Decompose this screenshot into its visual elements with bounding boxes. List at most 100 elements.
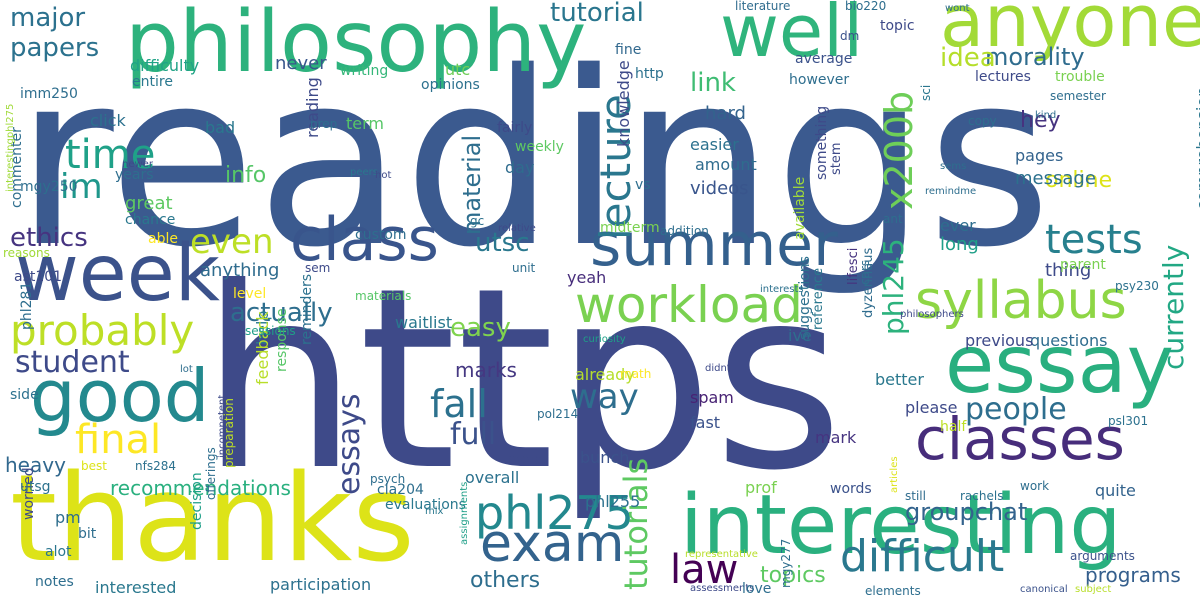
cloud-word-sem: sem xyxy=(305,261,331,275)
cloud-word-prof: prof xyxy=(745,478,777,497)
cloud-word-http: http xyxy=(635,66,664,82)
cloud-word-lectures: lectures xyxy=(975,69,1031,85)
cloud-word-phl245: phl245 xyxy=(877,238,910,335)
cloud-word-summer: summer xyxy=(590,210,838,280)
cloud-word-math: math xyxy=(620,367,652,381)
cloud-word-videos: videos xyxy=(690,178,749,199)
cloud-word-online: online xyxy=(1045,168,1113,193)
cloud-word-still: still xyxy=(905,489,926,503)
cloud-word-good: good xyxy=(30,354,210,438)
cloud-word-level: level xyxy=(233,286,267,302)
cloud-word-bunch: bunch xyxy=(580,448,630,467)
cloud-word-tutorial: tutorial xyxy=(550,0,644,28)
cloud-word-interested: interested xyxy=(95,578,177,597)
cloud-word-phl255: phl255 xyxy=(585,492,641,511)
cloud-word-papers: papers xyxy=(10,33,100,63)
cloud-word-ive: ive xyxy=(788,326,812,345)
cloud-word-sci: sci xyxy=(919,84,933,101)
cloud-word-utsc: utsc xyxy=(475,228,530,258)
cloud-word-sessions: sessions xyxy=(245,324,296,338)
cloud-word-topics: topics xyxy=(760,563,826,588)
cloud-word-hey: hey xyxy=(1020,108,1061,133)
cloud-word-stem: stem xyxy=(829,142,844,175)
cloud-word-words: words xyxy=(830,481,872,497)
cloud-word-quite: quite xyxy=(1095,481,1136,500)
cloud-word-nfs284: nfs284 xyxy=(135,459,176,473)
cloud-word-something: something xyxy=(814,105,830,180)
cloud-word-imm250: imm250 xyxy=(20,86,78,102)
cloud-word-mgy277: mgy277 xyxy=(779,538,793,588)
cloud-word-student: student xyxy=(15,345,130,380)
cloud-word-anyone: anyone xyxy=(940,0,1200,63)
cloud-word-pm: pm xyxy=(55,508,81,527)
cloud-word-incompetent: incompetent xyxy=(217,394,228,458)
cloud-word-vs: vs xyxy=(635,177,651,193)
cloud-word-pages: pages xyxy=(1015,146,1064,165)
cloud-word-fairly: fairly xyxy=(497,120,533,136)
cloud-word-addition: addition xyxy=(660,224,709,238)
cloud-word-feedback: feedback xyxy=(253,311,272,386)
cloud-word-yeah: yeah xyxy=(567,268,607,287)
cloud-word-never: never xyxy=(275,53,327,74)
cloud-word-message: message xyxy=(1015,168,1096,189)
cloud-word-hard: hard xyxy=(705,103,746,124)
cloud-word-ast101: ast101 xyxy=(14,269,63,285)
cloud-word-anything: anything xyxy=(200,260,280,281)
cloud-word-rachels: rachels xyxy=(960,489,1004,503)
cloud-word-trouble: trouble xyxy=(1055,69,1105,85)
cloud-word-cla204: cla204 xyxy=(377,482,424,498)
cloud-word-exam: exam xyxy=(480,514,625,574)
cloud-word-unit: unit xyxy=(512,261,536,275)
cloud-word-half: half xyxy=(940,419,967,435)
cloud-word-however: however xyxy=(789,72,850,88)
cloud-word-questions: questions xyxy=(1030,331,1108,350)
cloud-word-programs: programs xyxy=(1085,563,1181,587)
cloud-word-way: way xyxy=(570,377,639,417)
cloud-word-previous: previous xyxy=(965,331,1034,350)
cloud-word-great: great xyxy=(125,193,173,214)
cloud-word-love: love xyxy=(742,581,772,597)
cloud-word-hot: hot xyxy=(375,170,392,181)
cloud-word-already: already xyxy=(575,365,635,384)
cloud-word-response: response xyxy=(274,308,290,372)
cloud-word-moral: moral xyxy=(507,452,548,468)
cloud-word-interestingphl275: interestingphl275 xyxy=(5,103,16,192)
cloud-word-marks: marks xyxy=(455,358,517,382)
cloud-word-bio220: bio220 xyxy=(845,0,887,13)
cloud-word-subject: subject xyxy=(1075,584,1112,595)
cloud-word-thanks: thanks xyxy=(10,450,415,589)
cloud-word-easier: easier xyxy=(690,135,739,154)
cloud-word-groupchat: groupchat xyxy=(905,498,1028,526)
cloud-word-even: even xyxy=(190,222,274,262)
cloud-word-parent: parent xyxy=(1060,257,1106,273)
cloud-word-relative: relative xyxy=(498,223,536,234)
cloud-word-interests: interests xyxy=(760,284,804,295)
cloud-word-amount: amount xyxy=(695,155,757,174)
cloud-word-kind: kind xyxy=(1035,110,1057,121)
cloud-word-materials: materials xyxy=(355,289,412,303)
cloud-word-psl301: psl301 xyxy=(1108,414,1149,428)
cloud-word-classes: classes xyxy=(915,405,1125,473)
cloud-word-entire: entire xyxy=(132,74,173,90)
cloud-word-better: better xyxy=(875,370,924,389)
cloud-word-x200b: x200b xyxy=(877,90,921,210)
cloud-word-notes: notes xyxy=(35,574,74,590)
cloud-word-alot: alot xyxy=(45,544,72,560)
cloud-word-morality: morality xyxy=(985,43,1085,71)
cloud-word-difficulty: difficulty xyxy=(130,56,200,75)
cloud-word-syllabus: syllabus xyxy=(915,271,1127,331)
cloud-word-weekly: weekly xyxy=(515,139,564,155)
cloud-word-spam: spam xyxy=(690,388,734,407)
cloud-word-midterm: midterm xyxy=(600,220,660,236)
cloud-word-utsg: utsg xyxy=(20,479,51,495)
cloud-word-elements: elements xyxy=(865,584,921,598)
cloud-word-idea: idea xyxy=(940,43,996,73)
cloud-word-tutorials: tutorials xyxy=(617,457,655,590)
cloud-word-phl281: phl281 xyxy=(19,281,35,330)
cloud-word-bit: bit xyxy=(78,526,97,542)
cloud-word-semester: semester xyxy=(1050,89,1106,103)
cloud-word-ever: ever xyxy=(940,216,976,235)
cloud-word-phl275: phl275 xyxy=(475,486,634,540)
cloud-word-fast: fast xyxy=(690,413,721,432)
